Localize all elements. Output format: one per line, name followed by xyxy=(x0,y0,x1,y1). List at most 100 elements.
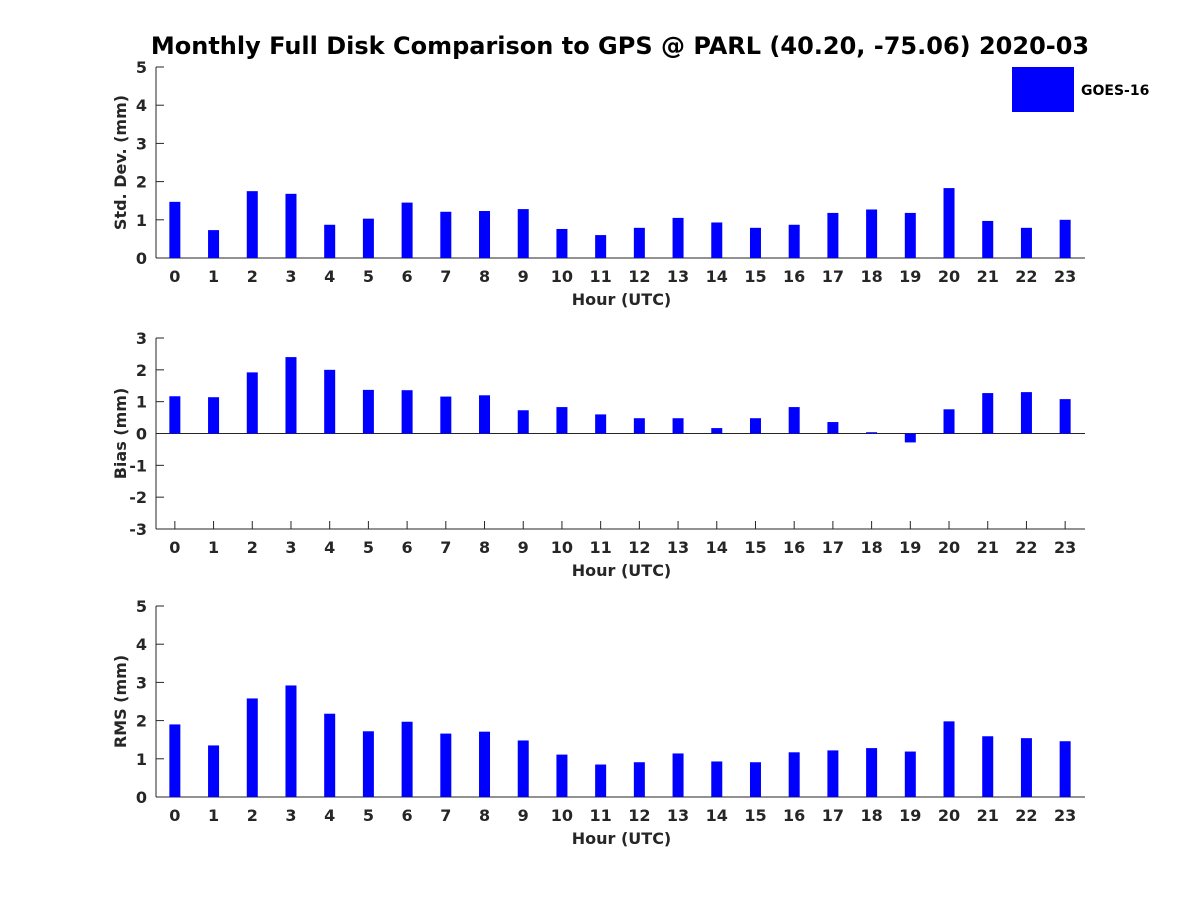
bias-bar xyxy=(285,357,297,434)
bias-x-tick-label: 12 xyxy=(628,538,650,557)
chart-title: Monthly Full Disk Comparison to GPS @ PA… xyxy=(151,32,1089,60)
bias-x-tick-label: 3 xyxy=(285,538,296,557)
std-dev-x-tick-label: 16 xyxy=(783,267,805,286)
bias-x-tick-label: 1 xyxy=(208,538,219,557)
bias-y-tick-label: -2 xyxy=(129,488,147,507)
bias-x-tick-label: 22 xyxy=(1015,538,1037,557)
bias-x-tick-label: 13 xyxy=(667,538,689,557)
rms-y-tick-label: 3 xyxy=(136,673,147,692)
rms-x-tick-label: 2 xyxy=(247,806,258,825)
bias-x-tick-label: 5 xyxy=(363,538,374,557)
rms-x-tick-label: 3 xyxy=(285,806,296,825)
std-dev-x-tick-label: 0 xyxy=(169,267,180,286)
bias-bar xyxy=(749,418,761,434)
bias-bar xyxy=(672,418,684,434)
rms-x-tick-label: 18 xyxy=(860,806,882,825)
std-dev-x-tick-label: 22 xyxy=(1015,267,1037,286)
std-dev-bar xyxy=(595,235,607,258)
rms-bar xyxy=(595,764,607,797)
bias-bar xyxy=(479,395,491,434)
std-dev-x-tick-label: 6 xyxy=(402,267,413,286)
bias-x-tick-label: 16 xyxy=(783,538,805,557)
bias-y-axis-label: Bias (mm) xyxy=(111,388,130,480)
std-dev-x-tick-label: 12 xyxy=(628,267,650,286)
bias-y-tick-label: -1 xyxy=(129,456,147,475)
std-dev-y-tick-label: 1 xyxy=(136,211,147,230)
bias-x-tick-label: 6 xyxy=(402,538,413,557)
bias-bar xyxy=(401,390,413,434)
rms-x-tick-label: 19 xyxy=(899,806,921,825)
std-dev-x-tick-label: 7 xyxy=(440,267,451,286)
bias-y-tick-label: 0 xyxy=(136,425,147,444)
rms-bar xyxy=(788,752,800,797)
rms-bar xyxy=(440,733,452,797)
std-dev-x-tick-label: 4 xyxy=(324,267,335,286)
bias-bar xyxy=(866,432,878,434)
std-dev-bar xyxy=(440,211,452,258)
legend-label: GOES-16 xyxy=(1081,83,1149,99)
bias-bar xyxy=(556,407,568,434)
bias-x-axis-label: Hour (UTC) xyxy=(572,561,672,580)
bias-x-tick-label: 8 xyxy=(479,538,490,557)
rms-bar xyxy=(749,762,761,797)
std-dev-x-tick-label: 3 xyxy=(285,267,296,286)
rms-bar xyxy=(401,721,413,797)
rms-bar xyxy=(672,753,684,797)
rms-x-tick-label: 0 xyxy=(169,806,180,825)
legend-swatch xyxy=(1012,67,1074,112)
rms-bar xyxy=(169,724,181,797)
std-dev-bar xyxy=(1059,219,1071,258)
std-dev-x-tick-label: 19 xyxy=(899,267,921,286)
rms-x-tick-label: 23 xyxy=(1054,806,1076,825)
std-dev-x-tick-label: 8 xyxy=(479,267,490,286)
std-dev-x-tick-label: 13 xyxy=(667,267,689,286)
rms-x-tick-label: 14 xyxy=(706,806,728,825)
bias-bar xyxy=(633,418,645,434)
std-dev-x-tick-label: 23 xyxy=(1054,267,1076,286)
std-dev-bar xyxy=(827,212,839,258)
rms-x-tick-label: 1 xyxy=(208,806,219,825)
std-dev-x-tick-label: 9 xyxy=(518,267,529,286)
std-dev-bar xyxy=(479,211,491,258)
bias-bar xyxy=(246,372,258,434)
bias-y-tick-label: -3 xyxy=(129,520,147,539)
legend: GOES-16 xyxy=(1012,67,1149,112)
rms-bar xyxy=(324,713,336,797)
std-dev-x-tick-label: 10 xyxy=(551,267,573,286)
std-dev-x-tick-label: 21 xyxy=(977,267,999,286)
bias-x-tick-label: 15 xyxy=(744,538,766,557)
bias-x-tick-label: 18 xyxy=(860,538,882,557)
bias-x-tick-label: 11 xyxy=(590,538,612,557)
bias-bar xyxy=(440,396,452,434)
std-dev-x-tick-label: 17 xyxy=(822,267,844,286)
std-dev-x-tick-label: 5 xyxy=(363,267,374,286)
rms-x-tick-label: 5 xyxy=(363,806,374,825)
std-dev-x-tick-label: 18 xyxy=(860,267,882,286)
rms-y-tick-label: 2 xyxy=(136,712,147,731)
bias-bar xyxy=(788,407,800,434)
std-dev-bar xyxy=(749,227,761,258)
std-dev-bar xyxy=(711,222,723,258)
std-dev-bar xyxy=(208,230,220,258)
std-dev-bar xyxy=(324,224,336,258)
rms-y-axis-label: RMS (mm) xyxy=(111,655,130,748)
rms-y-tick-label: 0 xyxy=(136,788,147,807)
std-dev-bar xyxy=(943,188,955,258)
bias-x-tick-label: 23 xyxy=(1054,538,1076,557)
bias-x-tick-label: 20 xyxy=(938,538,960,557)
std-dev-bar xyxy=(362,218,374,258)
rms-bar xyxy=(1059,741,1071,797)
std-dev-x-tick-label: 15 xyxy=(744,267,766,286)
bias-bar xyxy=(208,397,220,434)
std-dev-bar xyxy=(285,193,297,258)
bias-x-tick-label: 2 xyxy=(247,538,258,557)
rms-x-tick-label: 15 xyxy=(744,806,766,825)
std-dev-bar xyxy=(904,212,916,258)
rms-bar xyxy=(982,736,994,797)
bias-bar xyxy=(362,389,374,434)
std-dev-y-tick-label: 0 xyxy=(136,249,147,268)
bias-bar xyxy=(324,369,336,434)
bias-bar xyxy=(1020,392,1032,434)
